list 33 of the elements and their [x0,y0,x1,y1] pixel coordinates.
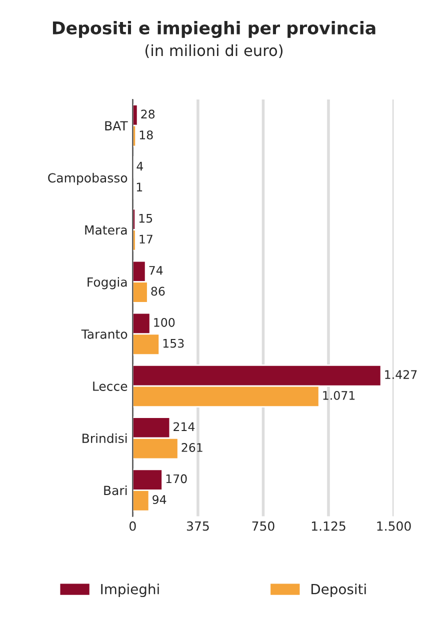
x-tick-label: 1.125 [312,521,346,531]
chart-title: Depositi e impieghi per provincia [52,21,376,38]
data-label: 86 [151,286,165,296]
x-tick-label: 1.500 [377,521,411,531]
data-label: 15 [139,214,152,223]
data-label: 1.071 [323,390,355,400]
y-tick-label: Lecce [93,382,128,391]
data-label: 153 [163,338,184,348]
y-tick-label: Bari [104,485,127,496]
data-label: 17 [140,234,152,244]
data-label: 74 [149,266,163,275]
y-tick-label: Taranto [81,330,128,339]
x-tick-label: 750 [252,521,274,531]
data-label: 1.427 [385,370,417,379]
chart-subtitle: (in milioni di euro) [146,44,282,58]
y-tick-label: Campobasso [48,172,128,186]
x-tick-label: 0 [130,521,136,531]
data-label: 28 [141,110,155,119]
y-tick-label: BAT [105,121,128,130]
legend-label: Impieghi [101,584,159,598]
y-tick-label: Brindisi [82,433,127,444]
y-tick-label: Foggia [88,277,127,290]
data-label: 18 [140,130,153,140]
y-tick-label: Matera [85,225,127,235]
data-label: 94 [152,495,166,504]
x-tick-label: 375 [186,521,209,531]
data-label: 170 [166,474,187,484]
data-label: 1 [136,182,142,192]
data-label: 261 [182,443,202,452]
legend-label: Depositi [311,584,366,598]
data-label: 100 [154,318,175,327]
data-label: 4 [136,162,144,170]
data-label: 214 [174,422,195,431]
